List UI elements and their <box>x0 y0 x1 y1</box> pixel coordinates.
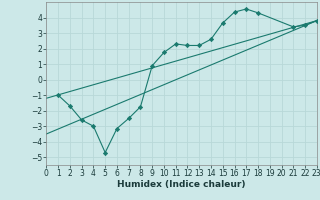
X-axis label: Humidex (Indice chaleur): Humidex (Indice chaleur) <box>117 180 246 189</box>
